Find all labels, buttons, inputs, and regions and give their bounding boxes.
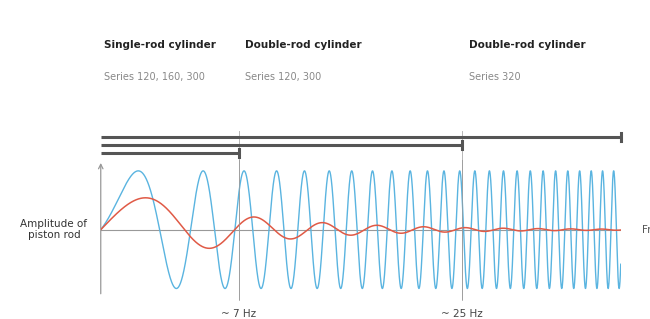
Text: Frequency: Frequency	[642, 225, 650, 235]
Text: ~ 7 Hz: ~ 7 Hz	[221, 308, 256, 319]
Text: Series 120, 160, 300: Series 120, 160, 300	[104, 71, 205, 82]
Text: Amplitude of
piston rod: Amplitude of piston rod	[20, 219, 88, 241]
Text: Double-rod cylinder: Double-rod cylinder	[469, 40, 585, 50]
Text: Double-rod cylinder: Double-rod cylinder	[245, 40, 361, 50]
Text: Series 320: Series 320	[469, 71, 520, 82]
Text: Series 120, 300: Series 120, 300	[245, 71, 321, 82]
Text: ~ 25 Hz: ~ 25 Hz	[441, 308, 483, 319]
Text: Single-rod cylinder: Single-rod cylinder	[104, 40, 216, 50]
